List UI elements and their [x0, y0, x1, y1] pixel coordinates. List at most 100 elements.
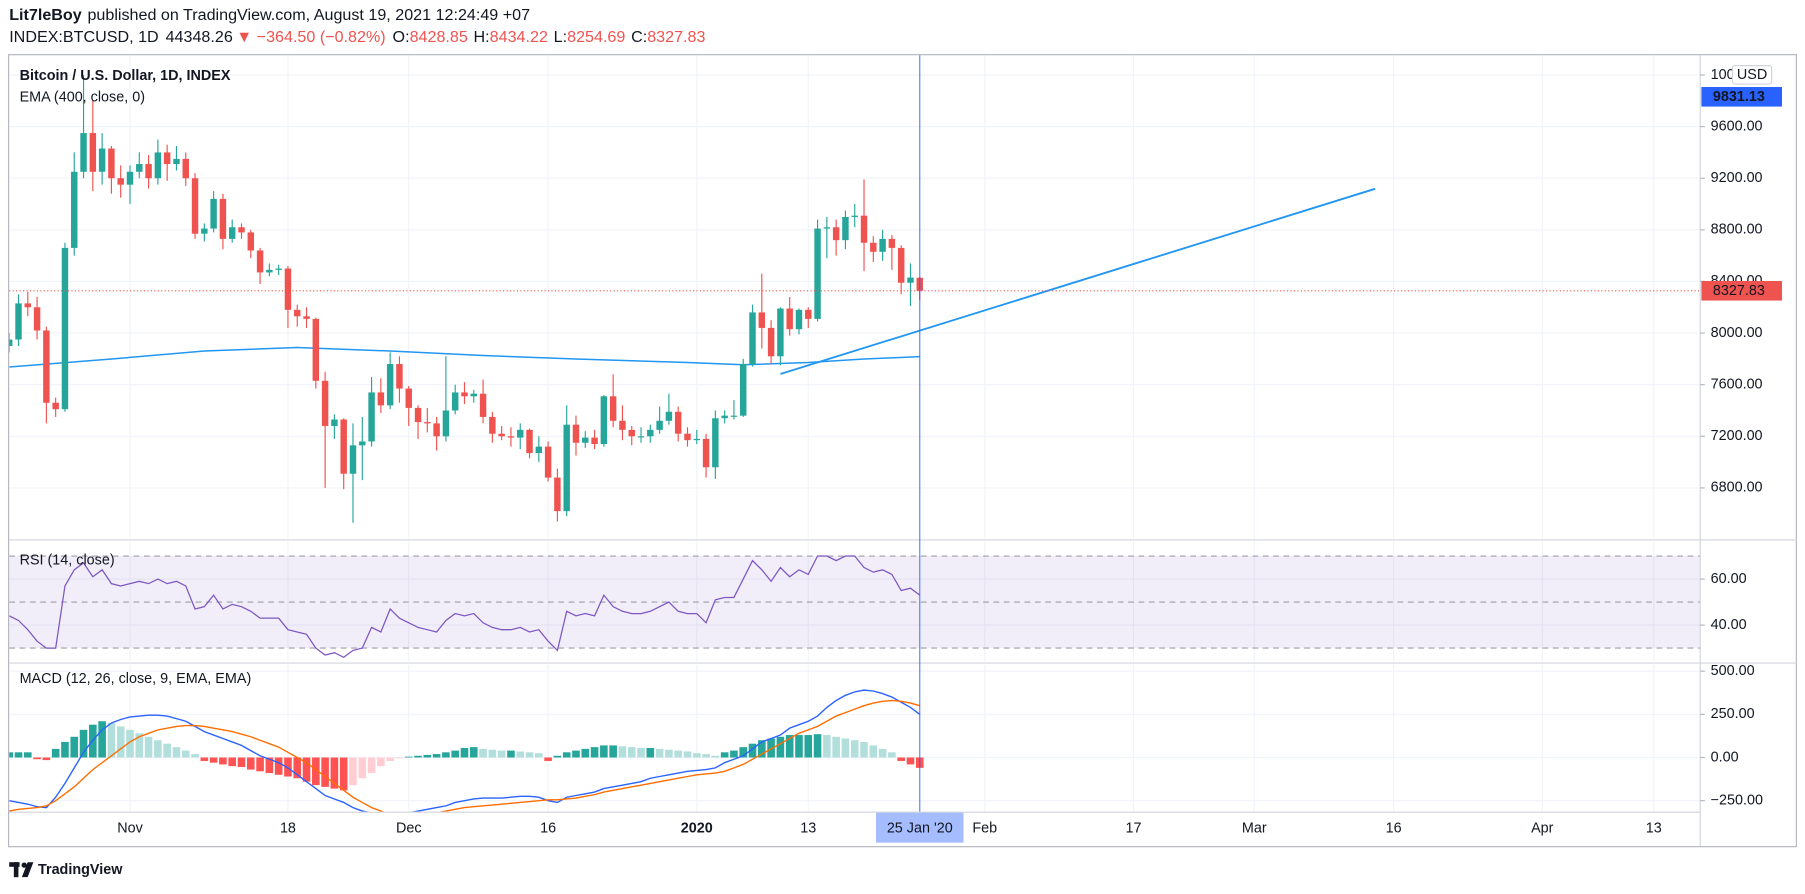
histogram-bar [442, 752, 450, 758]
histogram-bar [312, 757, 320, 786]
histogram-bar [906, 757, 915, 765]
candle-body [609, 396, 617, 421]
candle-body [136, 164, 143, 172]
histogram-bar [767, 738, 775, 758]
candle-body [479, 393, 487, 417]
logo: TradingView [9, 862, 123, 878]
histogram-bar [330, 757, 339, 789]
publish-line: Lit7leBoy published on TradingView.com, A… [9, 6, 530, 24]
symbol-line: INDEX:BTCUSD, 1D 44348.26 ▼ −364.50 (−0.82… [9, 28, 705, 46]
histogram-bar [507, 750, 515, 758]
y-tick-label: 8800.00 [1711, 222, 1763, 238]
candle-body [684, 433, 691, 441]
candle-body [544, 446, 552, 478]
logo-mark [21, 862, 27, 868]
macd-line [9, 699, 920, 812]
y-tick-label: 9600.00 [1711, 118, 1763, 134]
candle-body [433, 423, 440, 437]
histogram-bar [897, 757, 905, 761]
currency[interactable]: USD [1737, 67, 1767, 83]
candle-body [535, 446, 543, 454]
histogram-bar [181, 750, 190, 758]
candle-body [461, 392, 468, 397]
histogram-bar [51, 748, 60, 758]
candle-body [591, 437, 598, 445]
candle-body [201, 228, 208, 234]
published: published on TradingView.com, August 19,… [87, 6, 530, 24]
histogram-bar [878, 748, 887, 758]
x-tick-label: Dec [396, 821, 422, 837]
histogram-bar [126, 729, 134, 758]
ohlc-label: L: [554, 28, 567, 46]
x-tick-label: Feb [972, 821, 997, 837]
histogram-bar [228, 757, 237, 767]
histogram-bar [637, 748, 645, 758]
candle-body [619, 420, 626, 430]
candle-body [9, 339, 13, 346]
histogram-bar [423, 754, 432, 758]
histogram-bar [209, 757, 218, 763]
histogram-bar [98, 721, 106, 758]
candle-body [832, 227, 840, 241]
candle-body [656, 420, 663, 430]
candle-body [572, 424, 580, 443]
histogram-bar [237, 757, 246, 768]
candle-body [749, 312, 756, 365]
histogram-bar [302, 757, 311, 782]
currency-box[interactable] [1731, 65, 1773, 85]
histogram-bar [274, 757, 283, 775]
histogram-bar [748, 743, 757, 758]
candle-body [563, 424, 570, 512]
candle-body [386, 364, 394, 406]
histogram-bar [888, 752, 896, 758]
trend-line [780, 187, 1376, 375]
histogram-bar [823, 735, 831, 758]
candle-body [795, 309, 803, 330]
histogram-bar [191, 754, 199, 758]
histogram-bar [321, 757, 329, 787]
frame [8, 54, 1797, 848]
candle-body [173, 158, 180, 165]
candle-body [163, 152, 171, 165]
histogram-bar [711, 755, 720, 758]
histogram-bar [692, 753, 701, 758]
candle-body [767, 327, 775, 357]
histogram-bar [358, 757, 367, 779]
candle-body [897, 247, 905, 283]
author: Lit7leBoy [9, 6, 82, 24]
candle-body [647, 429, 654, 437]
crosshair-price-tag [1701, 87, 1782, 107]
y-tick-label: 500.00 [1711, 663, 1755, 679]
brand: TradingView [38, 862, 123, 878]
histogram-bar [246, 757, 255, 770]
crosshair-date-tag [876, 812, 964, 843]
candle-body [359, 441, 366, 446]
histogram-bar [200, 757, 209, 761]
x-tick-label: 18 [280, 821, 296, 837]
histogram-bar [739, 747, 748, 758]
candle-body [24, 303, 32, 308]
histogram-bar [432, 754, 441, 758]
histogram-bar [795, 735, 803, 758]
candle-body [61, 247, 69, 410]
candle-body [340, 419, 347, 474]
histogram-bar [395, 757, 404, 759]
histogram-bar [79, 729, 88, 758]
histogram-bar [535, 753, 543, 758]
histogram-bar [163, 743, 171, 758]
histogram-bar [135, 733, 144, 758]
candle-body [740, 364, 747, 416]
histogram-bar [841, 738, 850, 758]
candle-body [600, 396, 608, 445]
macd-line [9, 689, 921, 812]
histogram-bar [33, 757, 41, 760]
histogram-bar [553, 755, 562, 758]
candle-body [108, 148, 115, 179]
last-price-tag [1701, 280, 1782, 301]
histogram-bar [70, 736, 79, 758]
candle-body [860, 215, 868, 243]
histogram-bar [469, 747, 478, 758]
candle-body [526, 429, 533, 454]
x-tick-label: Nov [117, 821, 143, 837]
